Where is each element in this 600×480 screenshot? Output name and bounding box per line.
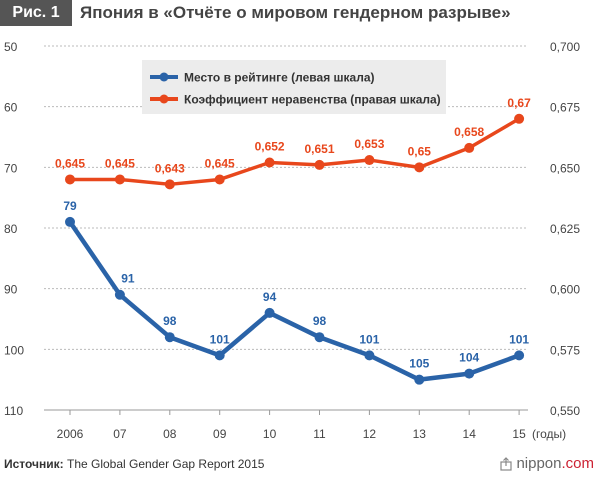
gap-index-point <box>364 155 375 166</box>
x-unit-label: (годы) <box>532 427 566 441</box>
legend-entry-label: Место в рейтинге (левая шкала) <box>184 71 375 85</box>
legend-background <box>142 60 446 114</box>
rank-data-label: 101 <box>359 332 379 346</box>
legend-swatch-marker <box>159 94 169 104</box>
right-tick-label: 0,600 <box>550 283 580 297</box>
rank-data-label: 79 <box>63 199 77 213</box>
gap-index-point <box>114 174 125 185</box>
brand-suffix: .com <box>561 455 594 472</box>
rank-point <box>314 332 325 343</box>
rank-point <box>464 368 475 379</box>
left-tick-label: 50 <box>4 40 18 54</box>
gap-index-point <box>264 157 275 168</box>
gap-index-data-label: 0,651 <box>304 142 334 156</box>
rank-point <box>414 374 425 385</box>
left-tick-label: 70 <box>4 161 18 175</box>
gap-index-point <box>464 142 475 153</box>
gap-index-data-label: 0,658 <box>454 125 484 139</box>
x-tick-label: 11 <box>313 427 326 441</box>
rank-point <box>65 216 75 227</box>
rank-data-label: 104 <box>459 351 479 365</box>
gap-index-point <box>65 174 75 185</box>
grid <box>44 45 528 411</box>
gap-index-point <box>214 174 225 185</box>
x-tick-label: 13 <box>413 427 427 441</box>
rank-data-label: 91 <box>121 272 135 286</box>
right-tick-label: 0,625 <box>550 222 580 236</box>
x-tick-label: 09 <box>213 427 227 441</box>
x-tick-label: 15 <box>512 427 526 441</box>
rank-data-label: 101 <box>509 332 529 346</box>
source-note: Источник: The Global Gender Gap Report 2… <box>4 457 264 471</box>
rank-data-label: 94 <box>263 290 277 304</box>
right-tick-label: 0,575 <box>550 343 580 357</box>
x-tick-label: 10 <box>263 427 277 441</box>
x-axis: 2006 07 08 09 10 11 12 13 14 15 (годы) <box>57 410 566 441</box>
rank-point <box>364 350 375 361</box>
x-tick-label: 14 <box>463 427 477 441</box>
gap-index-data-label: 0,645 <box>55 156 85 170</box>
left-axis: 50 60 70 80 90 100 110 <box>4 40 24 418</box>
gap-index-data-label: 0,65 <box>408 144 432 158</box>
source-label: Источник: <box>4 457 64 471</box>
legend-swatch-marker <box>159 72 169 82</box>
brand-name: nippon <box>516 455 562 472</box>
gap-index-point <box>314 159 325 170</box>
figure-header: Рис. 1 Япония в «Отчёте о мировом гендер… <box>0 0 600 26</box>
legend-entry-label: Коэффициент неравенства (правая шкала) <box>184 93 441 107</box>
rank-point <box>514 350 525 361</box>
right-tick-label: 0,700 <box>550 40 580 54</box>
left-tick-label: 90 <box>4 283 18 297</box>
left-tick-label: 100 <box>4 343 24 357</box>
share-icon <box>500 456 513 471</box>
rank-data-label: 101 <box>210 332 230 346</box>
rank-data-label: 98 <box>163 314 177 328</box>
gap-index-data-label: 0,643 <box>155 161 185 175</box>
rank-point <box>214 350 225 361</box>
rank-point <box>264 307 275 318</box>
series-layer: 79 91 98 101 94 98 101 105 104 101 0,645 0,645 0,643… <box>55 96 531 385</box>
x-tick-label: 12 <box>363 427 377 441</box>
right-axis: 0,700 0,675 0,650 0,625 0,600 0,575 0,550 <box>550 40 580 418</box>
gap-index-data-label: 0,652 <box>255 139 285 153</box>
right-tick-label: 0,550 <box>550 404 580 418</box>
rank-data-label: 105 <box>409 357 429 371</box>
gap-index-point <box>514 113 525 124</box>
gap-index-data-label: 0,645 <box>205 156 235 170</box>
legend: Место в рейтинге (левая шкала) Коэффициен… <box>142 60 446 114</box>
gap-index-data-label: 0,645 <box>105 156 135 170</box>
gap-index-data-label: 0,67 <box>507 96 531 110</box>
left-tick-label: 80 <box>4 222 18 236</box>
gap-index-point <box>414 162 425 173</box>
x-tick-label: 08 <box>163 427 177 441</box>
rank-series-line <box>68 220 520 382</box>
left-tick-label: 110 <box>4 404 23 418</box>
figure-badge: Рис. 1 <box>0 0 72 26</box>
rank-point <box>164 332 175 343</box>
rank-data-label: 98 <box>313 314 327 328</box>
rank-point <box>114 289 125 300</box>
right-tick-label: 0,675 <box>550 101 580 115</box>
gap-index-data-label: 0,653 <box>354 137 384 151</box>
chart-title: Япония в «Отчёте о мировом гендерном раз… <box>80 3 511 22</box>
gap-index-point <box>164 179 175 190</box>
x-tick-label: 2006 <box>57 427 84 441</box>
gap-index-series-line <box>70 117 520 187</box>
left-tick-label: 60 <box>4 101 18 115</box>
brand-logo: nippon.com <box>500 455 594 472</box>
source-text: The Global Gender Gap Report 2015 <box>67 457 265 471</box>
right-tick-label: 0,650 <box>550 161 580 175</box>
x-tick-label: 07 <box>113 427 127 441</box>
